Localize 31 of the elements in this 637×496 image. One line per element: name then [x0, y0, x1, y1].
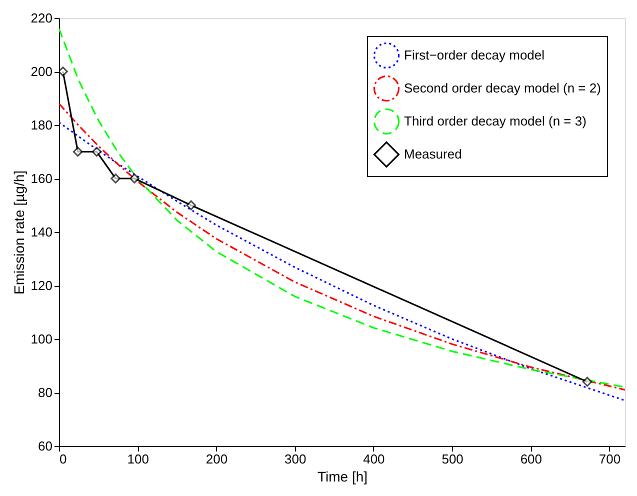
point	[72, 146, 83, 157]
x-tick-label: 600	[520, 452, 542, 466]
legend-label: First−order decay model	[404, 48, 545, 62]
y-tick-label: 200	[30, 64, 52, 79]
y-axis-title: Emission rate [µg/h]	[10, 170, 27, 295]
x-tick-label: 400	[363, 452, 385, 466]
y-tick-label: 80	[38, 385, 52, 400]
y-tick-label: 60	[38, 438, 52, 454]
y-tick-label: 120	[30, 278, 52, 293]
point	[130, 174, 140, 184]
point	[186, 200, 196, 210]
y-tick-label: 220	[30, 10, 52, 26]
x-tick-label: 100	[127, 452, 149, 466]
legend-label: Measured	[404, 146, 462, 162]
point	[582, 376, 592, 387]
x-tick-label: 200	[206, 452, 228, 466]
line-series	[59, 28, 625, 388]
y-tick-label: 160	[30, 171, 52, 186]
x-tick-label: 0	[60, 452, 67, 466]
y-tick-label: 180	[30, 118, 52, 132]
legend-label: Second order decay model (n = 2)	[404, 80, 601, 96]
legend-label: Third order decay model (n = 3)	[404, 114, 586, 128]
y-tick-label: 140	[30, 224, 52, 240]
point	[92, 146, 102, 157]
x-tick-label: 700	[598, 452, 621, 466]
y-tick-label: 100	[30, 332, 52, 346]
x-tick-label: 300	[284, 452, 306, 466]
point	[59, 66, 68, 76]
x-tick-label: 500	[442, 452, 464, 466]
x-axis-title: Time [h]	[317, 468, 368, 484]
point	[110, 174, 121, 184]
